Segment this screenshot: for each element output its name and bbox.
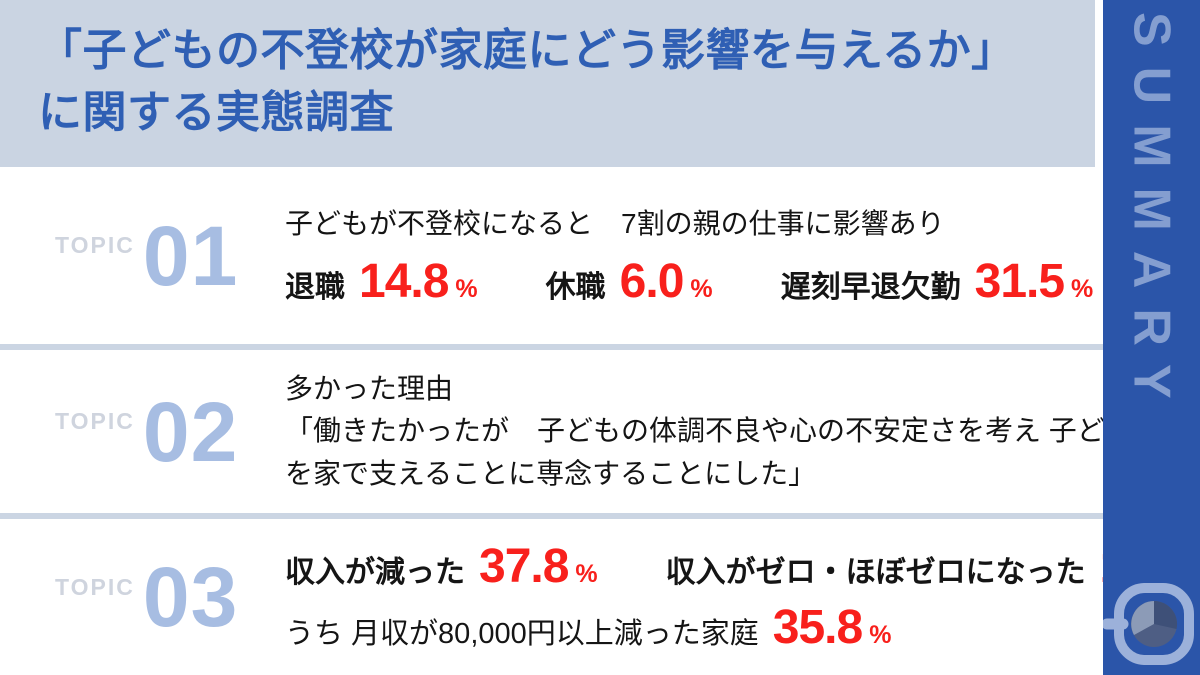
topic-row-02: TOPIC 02 多かった理由 「働きたかったが 子どもの体調不良や心の不安定さ…	[0, 350, 1133, 513]
stat-label: 退職	[285, 271, 345, 304]
stat-leave: 休職 6.0 %	[546, 254, 713, 309]
stat-value: 31.5	[974, 255, 1065, 308]
topic-03-number: 03	[142, 550, 239, 644]
topic-row-01: TOPIC 01 子どもが不登校になると 7割の親の仕事に影響あり 退職 14.…	[0, 167, 1103, 344]
stat-unit: %	[690, 275, 713, 303]
stat-resignation: 退職 14.8 %	[285, 254, 478, 309]
topic-list: TOPIC 01 子どもが不登校になると 7割の親の仕事に影響あり 退職 14.…	[0, 167, 1193, 675]
stat-label: うち 月収が80,000円以上減った家庭	[285, 618, 759, 650]
summary-sidebar: SUMMARY	[1103, 0, 1200, 675]
topic-03-stats-line-1: 収入が減った 37.8 % 収入がゼロ・ほぼゼロになった 1.9 %	[285, 539, 1193, 594]
stat-label: 収入がゼロ・ほぼゼロになった	[665, 556, 1086, 589]
topic-01-id: TOPIC 01	[0, 214, 285, 298]
topic-02-line-2: 「働きたかったが 子どもの体調不良や心の不安定さを考え 子ども	[285, 415, 1133, 447]
topic-01-tag: TOPIC	[55, 232, 135, 258]
topic-02-line-1: 多かった理由	[285, 372, 454, 404]
stat-unit: %	[455, 275, 478, 303]
topic-02-id: TOPIC 02	[0, 390, 285, 474]
stat-label: 遅刻早退欠勤	[780, 271, 961, 304]
stat-value: 14.8	[359, 255, 449, 308]
topic-02-line-3: を家で支えることに専念することにした」	[285, 457, 817, 489]
row-separator	[0, 344, 1103, 350]
topic-03-id: TOPIC 03	[0, 555, 285, 639]
stat-unit: %	[575, 560, 598, 588]
page-title-line-2: に関する実態調査	[38, 88, 394, 138]
stat-unit: %	[869, 621, 892, 649]
topic-02-content: 多かった理由 「働きたかったが 子どもの体調不良や心の不安定さを考え 子ども を…	[285, 368, 1133, 496]
topic-01-heading: 子どもが不登校になると 7割の親の仕事に影響あり	[285, 208, 945, 239]
topic-03-content: 収入が減った 37.8 % 収入がゼロ・ほぼゼロになった 1.9 % うち 月収…	[285, 539, 1193, 655]
stat-lateness: 遅刻早退欠勤 31.5 %	[781, 254, 1094, 309]
topic-01-content: 子どもが不登校になると 7割の親の仕事に影響あり 退職 14.8 % 休職 6.…	[285, 202, 1103, 309]
topic-row-03: TOPIC 03 収入が減った 37.8 % 収入がゼロ・ほぼゼロになった 1.…	[0, 519, 1193, 675]
topic-02-number: 02	[142, 384, 239, 479]
stat-label: 休職	[545, 271, 606, 304]
stat-value: 6.0	[619, 255, 685, 308]
stat-unit: %	[1071, 275, 1094, 303]
topic-02-tag: TOPIC	[55, 408, 135, 434]
stat-label: 収入が減った	[285, 556, 465, 589]
page-title-line-1: 「子どもの不登校が家庭にどう影響を与えるか」	[38, 26, 1016, 75]
header-banner: 「子どもの不登校が家庭にどう影響を与えるか」 に関する実態調査	[0, 0, 1095, 167]
topic-01-number: 01	[142, 208, 239, 303]
stat-value: 35.8	[772, 601, 863, 654]
stat-income-down-80000: うち 月収が80,000円以上減った家庭 35.8 %	[285, 600, 891, 655]
topic-03-tag: TOPIC	[55, 573, 135, 600]
stat-income-decreased: 収入が減った 37.8 %	[285, 539, 598, 594]
topic-03-stats-line-2: うち 月収が80,000円以上減った家庭 35.8 %	[285, 600, 1193, 655]
topic-01-stats: 退職 14.8 % 休職 6.0 % 遅刻早退欠勤 31.5 %	[285, 254, 1103, 309]
row-separator	[0, 513, 1103, 519]
pie-chart-magnifier-icon	[1103, 583, 1194, 665]
summary-vertical-label: SUMMARY	[1122, 12, 1181, 419]
stat-value: 37.8	[479, 540, 569, 593]
